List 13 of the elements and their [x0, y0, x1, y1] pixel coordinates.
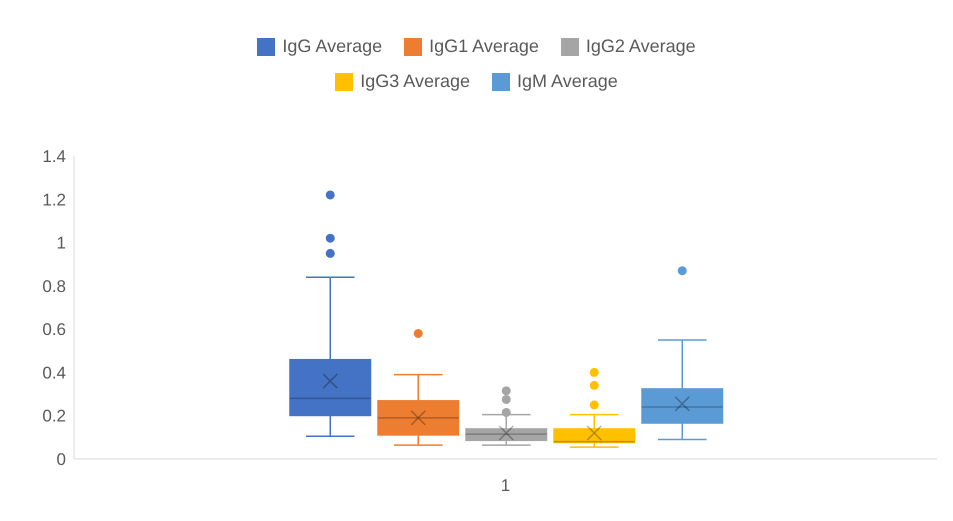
legend-label: IgG1 Average [429, 36, 539, 57]
y-tick-label: 0.4 [42, 363, 66, 382]
y-tick-label: 1.2 [42, 190, 66, 210]
legend-label: IgG3 Average [360, 71, 470, 92]
y-tick-label: 0.8 [42, 276, 66, 296]
legend-label: IgM Average [517, 71, 618, 92]
legend-label: IgG Average [282, 36, 382, 57]
y-tick-label: 0.2 [42, 406, 66, 426]
legend-label: IgG2 Average [586, 36, 696, 57]
y-tick-label: 0.6 [42, 320, 66, 340]
y-tick-label: 1 [56, 234, 66, 253]
y-tick-label: 1.4 [42, 147, 66, 166]
y-tick-label: 0 [56, 450, 66, 470]
